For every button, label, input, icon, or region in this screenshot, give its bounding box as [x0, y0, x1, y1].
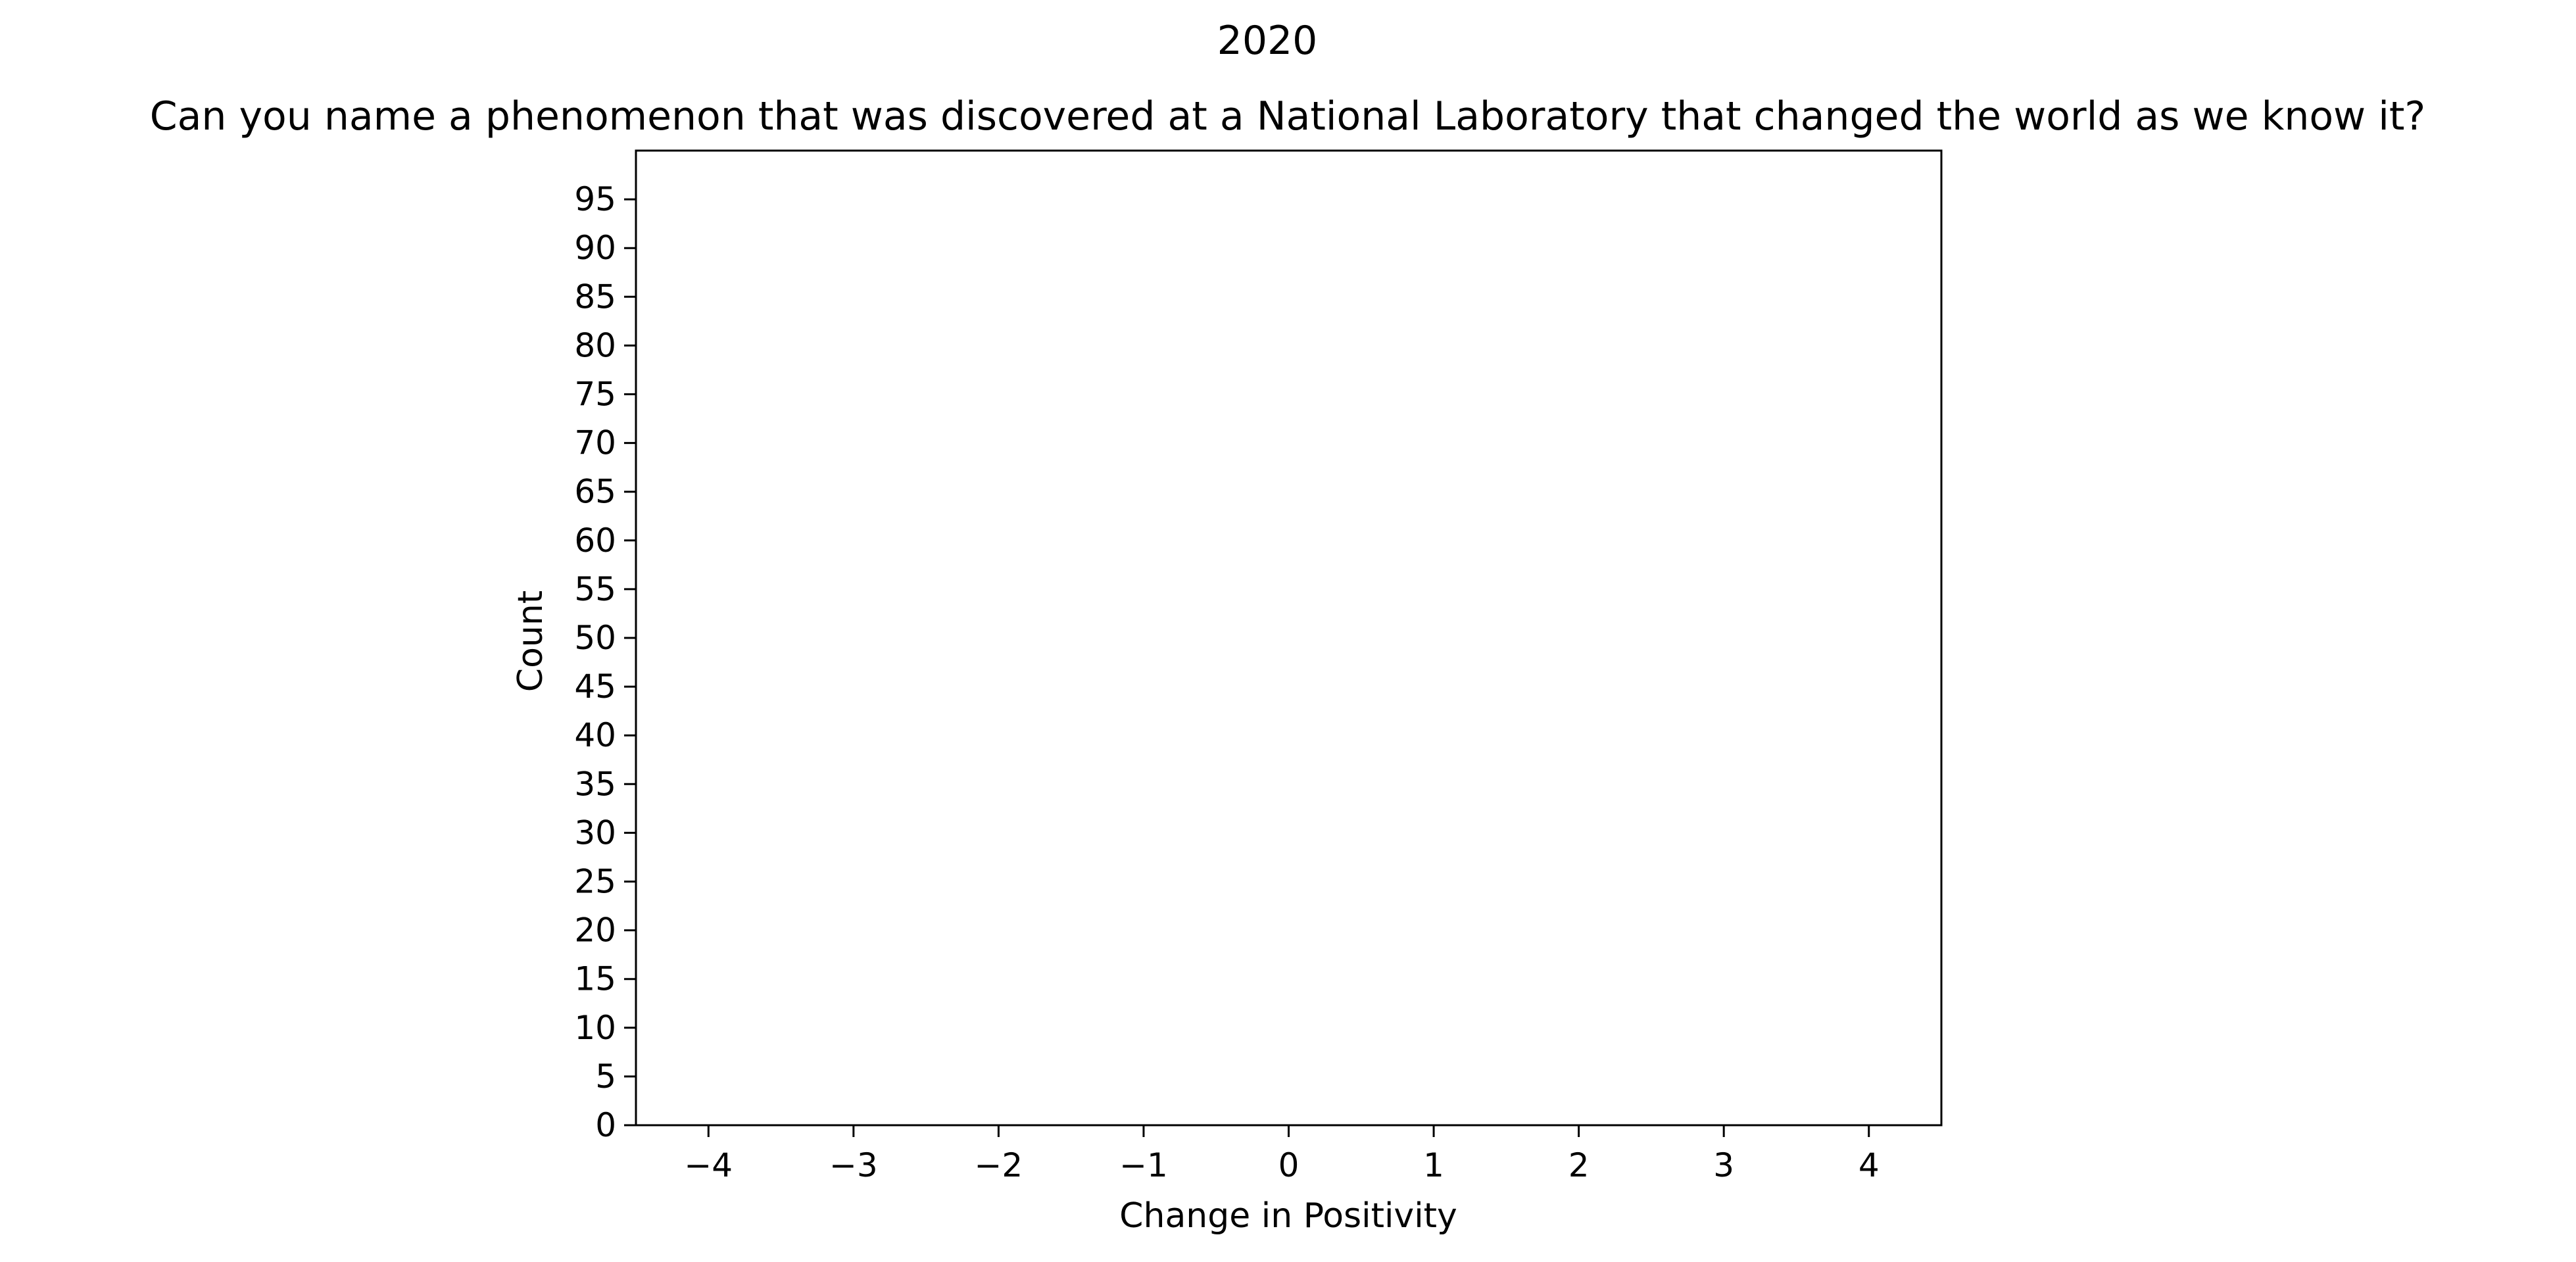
y-tick-label: 95	[574, 180, 616, 218]
x-tick-label: −1	[1119, 1146, 1168, 1184]
y-tick-label: 20	[574, 911, 616, 950]
x-axis: −4 −3 −2 −1 0 1 2 3 4	[684, 1125, 1880, 1184]
y-tick-label: 90	[574, 229, 616, 267]
y-tick-label: 40	[574, 716, 616, 754]
x-tick-label: 4	[1859, 1146, 1880, 1184]
y-tick-label: 30	[574, 813, 616, 852]
y-tick-label: 60	[574, 522, 616, 560]
x-axis-label: Change in Positivity	[1119, 1196, 1457, 1236]
y-tick-label: 0	[595, 1106, 616, 1144]
plot-frame	[635, 149, 1943, 1127]
plot-area	[636, 151, 1941, 1125]
y-tick-label: 55	[574, 570, 616, 608]
y-tick-label: 5	[595, 1057, 616, 1096]
y-tick-label: 35	[574, 765, 616, 803]
x-tick-label: 1	[1423, 1146, 1444, 1184]
y-tick-label: 10	[574, 1009, 616, 1047]
y-tick-label: 45	[574, 667, 616, 706]
y-tick-label: 70	[574, 424, 616, 462]
y-tick-label: 80	[574, 326, 616, 364]
chart-suptitle: 2020	[1217, 18, 1318, 64]
x-tick-label: 0	[1278, 1146, 1300, 1184]
y-axis-label: Count	[511, 591, 550, 692]
y-axis: 0 5 10 15 20 25 30 35 40 45 50 55 60 65 70 75 80 85 90 95	[574, 180, 636, 1144]
y-tick-label: 65	[574, 473, 616, 511]
y-tick-label: 75	[574, 376, 616, 414]
y-tick-label: 50	[574, 619, 616, 657]
x-tick-label: −2	[975, 1146, 1023, 1184]
x-tick-label: 3	[1713, 1146, 1734, 1184]
y-tick-label: 15	[574, 960, 616, 998]
y-tick-label: 85	[574, 278, 616, 316]
y-tick-label: 25	[574, 863, 616, 901]
chart-title: Can you name a phenomenon that was disco…	[150, 93, 2426, 139]
x-tick-label: 2	[1568, 1146, 1590, 1184]
x-tick-label: −4	[684, 1146, 733, 1184]
x-tick-label: −3	[829, 1146, 878, 1184]
